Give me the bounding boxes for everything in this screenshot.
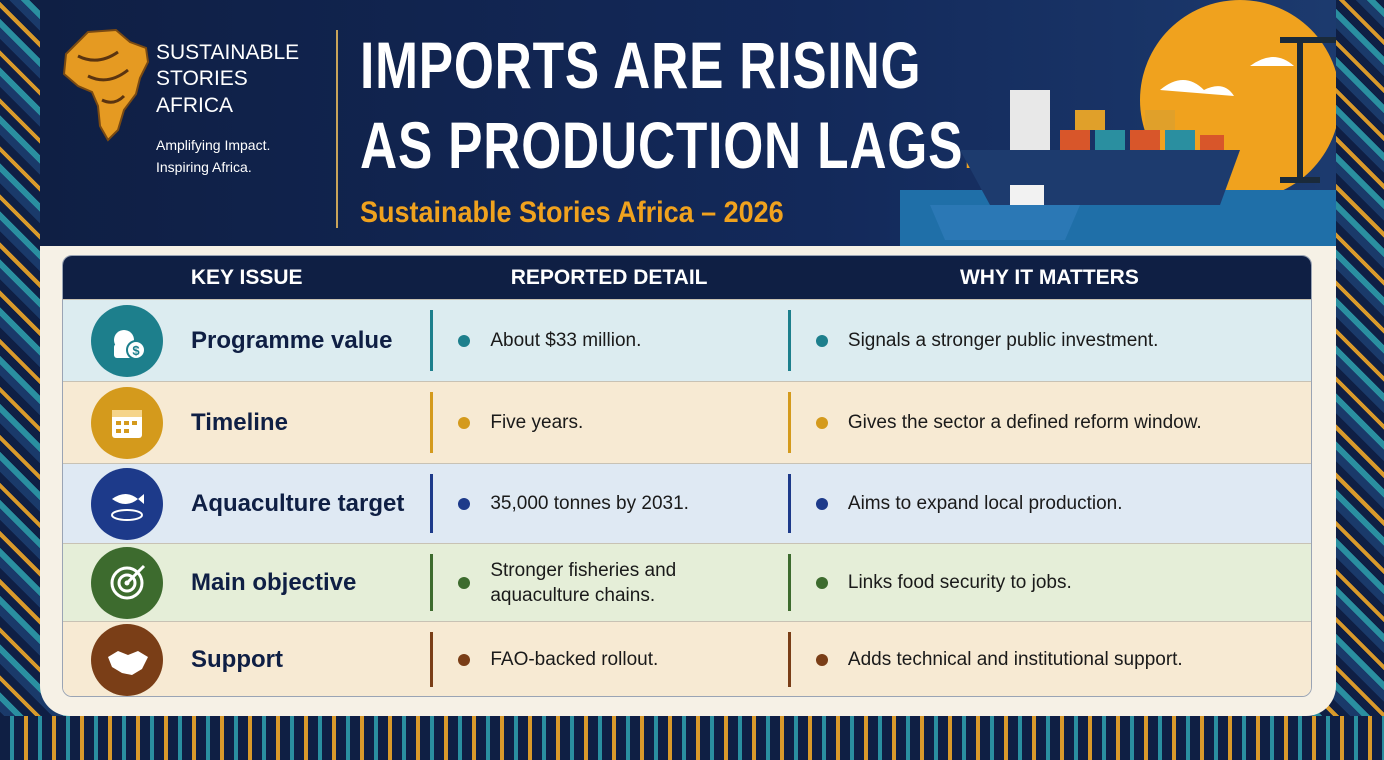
reported-detail-cell: Stronger fisheries and aquaculture chain… (430, 544, 788, 621)
why-it-matters: Adds technical and institutional support… (847, 649, 1183, 670)
svg-text:$: $ (132, 343, 140, 358)
reported-detail: About $33 million. (490, 330, 642, 351)
divider (336, 30, 338, 228)
key-issue: Main objective (191, 568, 357, 596)
bullet (815, 497, 828, 510)
bullet (815, 576, 828, 589)
table-row: Aquaculture target 35,000 tonnes by 2031.… (63, 463, 1311, 543)
table-row: Timeline Five years. Gives the sector a de… (63, 381, 1311, 463)
icon-glyph (111, 493, 144, 521)
column-header: WHY IT MATTERS (959, 265, 1139, 289)
bullet (458, 416, 471, 429)
bullet (815, 653, 828, 666)
why-it-matters-cell: Aims to expand local production. (787, 464, 1311, 543)
reported-detail-cell: FAO-backed rollout. (430, 622, 788, 696)
row-icon: $ (91, 304, 163, 377)
tagline: Amplifying Impact. (156, 137, 271, 153)
bullet (458, 334, 471, 347)
icon-glyph (112, 409, 142, 438)
reported-detail-cell: 35,000 tonnes by 2031. (430, 464, 788, 543)
tagline: Inspiring Africa. (156, 159, 252, 175)
reported-detail-cell: Five years. (430, 382, 788, 463)
column-header: REPORTED DETAIL (510, 265, 708, 289)
reported-detail-cell: About $33 million. (430, 300, 788, 381)
issue-cell: Aquaculture target (63, 464, 430, 543)
row-icon (91, 546, 163, 619)
key-issue: Support (191, 645, 283, 673)
reported-detail: 35,000 tonnes by 2031. (490, 493, 689, 514)
bullet (458, 576, 471, 589)
bullet (815, 334, 828, 347)
header: SUSTAINABLE STORIES AFRICA Amplifying Im… (40, 0, 1336, 246)
row-icon (91, 623, 163, 696)
title-text: AS PRODUCTION LAGS (360, 108, 964, 182)
table-row: Main objective Stronger fisheries and aqu… (63, 543, 1311, 621)
title-line: AS PRODUCTION LAGS. (360, 110, 978, 180)
africa-logo (62, 28, 150, 142)
harbor-illustration (900, 0, 1336, 246)
why-it-matters: Aims to expand local production. (847, 493, 1123, 514)
table-row: $ Programme value About $33 million. Signal… (63, 299, 1311, 381)
icon-glyph: $ (114, 329, 146, 360)
issue-cell: Support (63, 622, 430, 696)
reported-detail: Stronger fisheries and aquaculture chain… (490, 559, 677, 606)
reported-detail: FAO-backed rollout. (490, 649, 659, 670)
key-issue: Programme value (191, 326, 393, 354)
subtitle: Sustainable Stories Africa – 2026 (360, 196, 784, 229)
issue-cell: $ Programme value (63, 300, 430, 381)
why-it-matters-cell: Links food security to jobs. (787, 544, 1311, 621)
key-issue: Timeline (191, 408, 288, 436)
border-pattern (0, 716, 1384, 760)
table: KEY ISSUE REPORTED DETAIL WHY IT MATTERS… (62, 255, 1312, 697)
icon-glyph (108, 650, 148, 675)
title-line: IMPORTS ARE RISING (360, 28, 922, 102)
why-it-matters-cell: Signals a stronger public investment. (787, 300, 1311, 381)
reported-detail: Five years. (490, 412, 584, 433)
bullet (458, 497, 471, 510)
why-it-matters: Gives the sector a defined reform window… (847, 412, 1202, 433)
why-it-matters-cell: Adds technical and institutional support… (787, 622, 1311, 696)
column-header: KEY ISSUE (190, 265, 303, 289)
why-it-matters: Links food security to jobs. (847, 572, 1072, 593)
key-issue: Aquaculture target (191, 489, 405, 517)
bullet (458, 653, 471, 666)
row-icon (91, 467, 163, 540)
brand-line: STORIES (156, 67, 248, 90)
why-it-matters: Signals a stronger public investment. (847, 330, 1159, 351)
bullet (815, 416, 828, 429)
issue-cell: Timeline (63, 382, 430, 463)
why-it-matters-cell: Gives the sector a defined reform window… (787, 382, 1311, 463)
brand-line: SUSTAINABLE (156, 41, 300, 64)
brand-line: AFRICA (156, 94, 234, 117)
table-header: KEY ISSUE REPORTED DETAIL WHY IT MATTERS (63, 256, 1311, 299)
issue-cell: Main objective (63, 544, 430, 621)
icon-glyph (110, 564, 146, 599)
table-row: Support FAO-backed rollout. Adds technical… (63, 621, 1311, 696)
row-icon (91, 386, 163, 459)
